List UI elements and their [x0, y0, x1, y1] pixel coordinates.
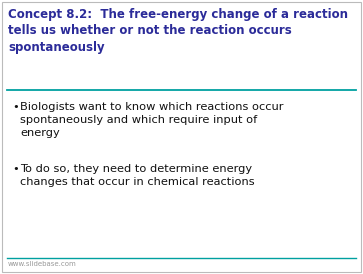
Text: To do so, they need to determine energy
changes that occur in chemical reactions: To do so, they need to determine energy … [20, 164, 254, 187]
Text: •: • [12, 102, 19, 112]
Text: Biologists want to know which reactions occur
spontaneously and which require in: Biologists want to know which reactions … [20, 102, 284, 138]
Text: •: • [12, 164, 19, 174]
Text: Concept 8.2:  The free-energy change of a reaction
tells us whether or not the r: Concept 8.2: The free-energy change of a… [8, 8, 348, 54]
Text: www.slidebase.com: www.slidebase.com [8, 261, 77, 267]
